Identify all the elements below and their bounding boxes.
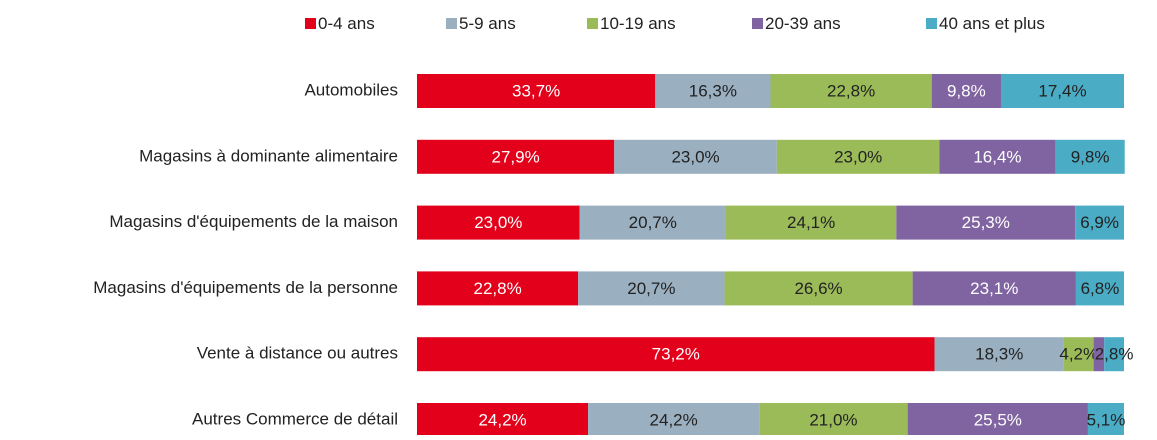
bar-segment bbox=[417, 139, 615, 174]
bar-segment bbox=[770, 74, 932, 108]
bar-segment bbox=[417, 337, 935, 372]
legend-label: 5-9 ans bbox=[459, 14, 516, 33]
bar-segment bbox=[912, 271, 1076, 306]
bar-segment bbox=[1075, 271, 1124, 306]
data-label: 33,7% bbox=[512, 81, 560, 100]
bar-segment bbox=[896, 205, 1076, 240]
data-label: 20,7% bbox=[627, 279, 675, 298]
bar-segment bbox=[1087, 403, 1124, 437]
bar-segment bbox=[579, 205, 726, 240]
bar-segment bbox=[588, 403, 760, 437]
bar-segment bbox=[931, 74, 1001, 108]
bar-segment bbox=[1093, 337, 1105, 372]
bar-segment bbox=[939, 139, 1056, 174]
bar-segment bbox=[655, 74, 771, 108]
y-tick-label: Magasins à dominante alimentaire bbox=[139, 146, 398, 165]
legend-swatch bbox=[446, 18, 457, 29]
data-label: 2,8% bbox=[1095, 345, 1134, 364]
data-label: 24,2% bbox=[478, 410, 526, 429]
data-label: 25,5% bbox=[974, 410, 1022, 429]
bar-segment bbox=[1075, 205, 1124, 240]
legend-label: 20-39 ans bbox=[765, 14, 841, 33]
data-label: 23,0% bbox=[834, 147, 882, 166]
legend-label: 0-4 ans bbox=[318, 14, 375, 33]
legend-swatch bbox=[752, 18, 763, 29]
bar-segment bbox=[417, 74, 656, 108]
data-label: 22,8% bbox=[827, 81, 875, 100]
bar-segment bbox=[1104, 337, 1124, 372]
data-label: 23,1% bbox=[970, 279, 1018, 298]
y-tick-label: Vente à distance ou autres bbox=[197, 344, 398, 363]
bar-segment bbox=[1063, 337, 1094, 372]
bar-segment bbox=[724, 271, 913, 306]
data-label: 24,1% bbox=[787, 213, 835, 232]
data-label: 26,6% bbox=[794, 279, 842, 298]
data-label: 17,4% bbox=[1038, 81, 1086, 100]
bar-segment bbox=[417, 403, 589, 437]
data-label: 9,8% bbox=[1071, 147, 1110, 166]
bar-segment bbox=[907, 403, 1088, 437]
data-label: 27,9% bbox=[492, 147, 540, 166]
data-label: 18,3% bbox=[975, 345, 1023, 364]
bar-segment bbox=[417, 271, 579, 306]
y-tick-label: Autres Commerce de détail bbox=[192, 409, 398, 428]
data-label: 16,3% bbox=[689, 81, 737, 100]
y-tick-label: Magasins d'équipements de la maison bbox=[109, 212, 398, 231]
legend-swatch bbox=[587, 18, 598, 29]
data-label: 73,2% bbox=[652, 345, 700, 364]
y-tick-label: Automobiles bbox=[304, 80, 398, 99]
bar-segment bbox=[578, 271, 725, 306]
data-label: 5,1% bbox=[1087, 410, 1126, 429]
data-label: 22,8% bbox=[473, 279, 521, 298]
legend-swatch bbox=[305, 18, 316, 29]
bar-segment bbox=[934, 337, 1064, 372]
data-label: 23,0% bbox=[671, 147, 719, 166]
data-label: 20,7% bbox=[629, 213, 677, 232]
data-label: 4,2% bbox=[1059, 345, 1098, 364]
legend-swatch bbox=[926, 18, 937, 29]
bar-segment bbox=[417, 205, 580, 240]
bar-segment bbox=[1055, 139, 1125, 174]
bar-segment bbox=[776, 139, 940, 174]
data-label: 24,2% bbox=[650, 410, 698, 429]
y-tick-label: Magasins d'équipements de la personne bbox=[93, 278, 398, 297]
data-label: 21,0% bbox=[809, 410, 857, 429]
bar-segment bbox=[759, 403, 908, 437]
data-label: 9,8% bbox=[947, 81, 986, 100]
bar-segment bbox=[725, 205, 897, 240]
data-label: 25,3% bbox=[962, 213, 1010, 232]
data-label: 6,8% bbox=[1081, 279, 1120, 298]
data-label: 23,0% bbox=[474, 213, 522, 232]
data-label: 16,4% bbox=[973, 147, 1021, 166]
data-label: 6,9% bbox=[1080, 213, 1119, 232]
bar-segment bbox=[1000, 74, 1124, 108]
legend-label: 40 ans et plus bbox=[939, 14, 1045, 33]
legend-label: 10-19 ans bbox=[600, 14, 676, 33]
bar-segment bbox=[614, 139, 777, 174]
